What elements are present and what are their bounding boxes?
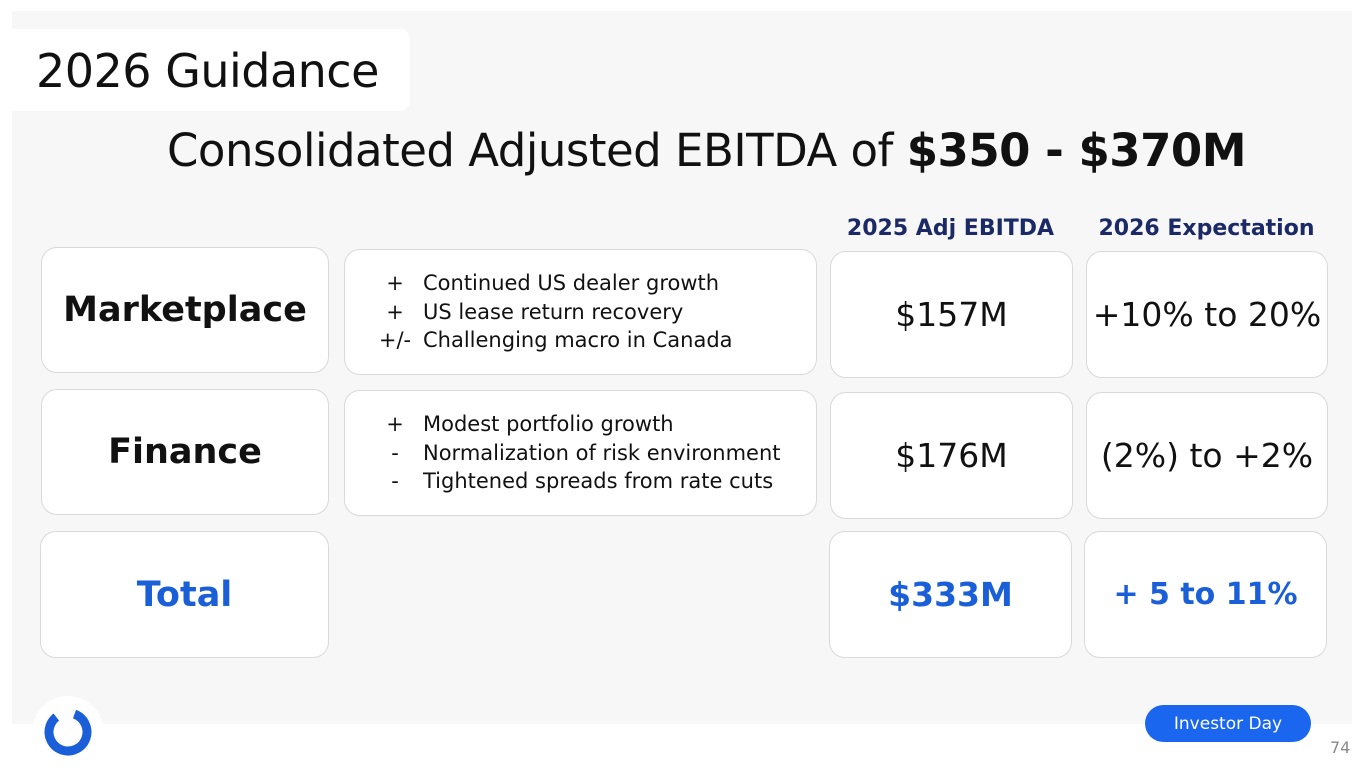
adj-ebitda-card-finance: $176M xyxy=(830,392,1073,519)
driver-sign: + xyxy=(386,271,404,296)
expectation-card-total: + 5 to 11% xyxy=(1084,531,1327,658)
segment-card-finance: Finance xyxy=(41,389,329,515)
adj-ebitda-value: $176M xyxy=(895,436,1008,475)
driver-text: Continued US dealer growth xyxy=(423,271,720,296)
driver-sign: - xyxy=(391,440,399,465)
adj-ebitda-card-marketplace: $157M xyxy=(830,251,1073,378)
headline-range: $350 - $370M xyxy=(906,124,1247,177)
expectation-card-marketplace: +10% to 20% xyxy=(1086,251,1328,378)
segment-name: Finance xyxy=(108,432,262,472)
driver-item: - Normalization of risk environment xyxy=(367,439,781,468)
drivers-card-finance: + Modest portfolio growth - Normalization … xyxy=(344,390,817,516)
driver-item: + Modest portfolio growth xyxy=(367,410,781,439)
driver-text: Tightened spreads from rate cuts xyxy=(423,469,774,494)
investor-day-badge: Investor Day xyxy=(1145,705,1311,742)
headline-prefix: Consolidated Adjusted EBITDA of xyxy=(167,124,907,177)
segment-card-marketplace: Marketplace xyxy=(41,247,329,373)
segment-name: Marketplace xyxy=(63,290,307,330)
segment-card-total: Total xyxy=(40,531,329,658)
driver-item: +/- Challenging macro in Canada xyxy=(367,326,733,355)
driver-text: Challenging macro in Canada xyxy=(423,328,733,353)
driver-item: + US lease return recovery xyxy=(367,298,733,327)
driver-sign: + xyxy=(386,299,404,324)
drivers-card-marketplace: + Continued US dealer growth + US lease re… xyxy=(344,249,817,375)
expectation-value: + 5 to 11% xyxy=(1113,577,1298,612)
driver-list: + Continued US dealer growth + US lease re… xyxy=(345,269,733,355)
driver-text: Normalization of risk environment xyxy=(423,440,781,465)
column-header-2026-expectation: 2026 Expectation xyxy=(1098,216,1315,241)
adj-ebitda-card-total: $333M xyxy=(829,531,1072,658)
page-number: 74 xyxy=(1330,738,1351,757)
segment-name: Total xyxy=(136,574,233,615)
driver-text: US lease return recovery xyxy=(423,299,684,324)
driver-item: - Tightened spreads from rate cuts xyxy=(367,467,781,496)
headline: Consolidated Adjusted EBITDA of $350 - $… xyxy=(0,124,1365,177)
driver-sign: - xyxy=(391,469,399,494)
adj-ebitda-value: $157M xyxy=(895,295,1008,334)
driver-text: Modest portfolio growth xyxy=(423,412,674,437)
title-tab xyxy=(12,29,410,111)
adj-ebitda-value: $333M xyxy=(888,575,1013,614)
expectation-card-finance: (2%) to +2% xyxy=(1086,392,1328,519)
expectation-value: +10% to 20% xyxy=(1092,295,1322,334)
driver-item: + Continued US dealer growth xyxy=(367,269,733,298)
column-header-2025-adj-ebitda: 2025 Adj EBITDA xyxy=(846,216,1055,241)
page-title: 2026 Guidance xyxy=(36,44,379,98)
driver-sign: +/- xyxy=(378,328,412,353)
expectation-value: (2%) to +2% xyxy=(1100,436,1314,475)
driver-sign: + xyxy=(386,412,404,437)
ring-logo-icon xyxy=(32,696,104,768)
driver-list: + Modest portfolio growth - Normalization … xyxy=(345,410,781,496)
